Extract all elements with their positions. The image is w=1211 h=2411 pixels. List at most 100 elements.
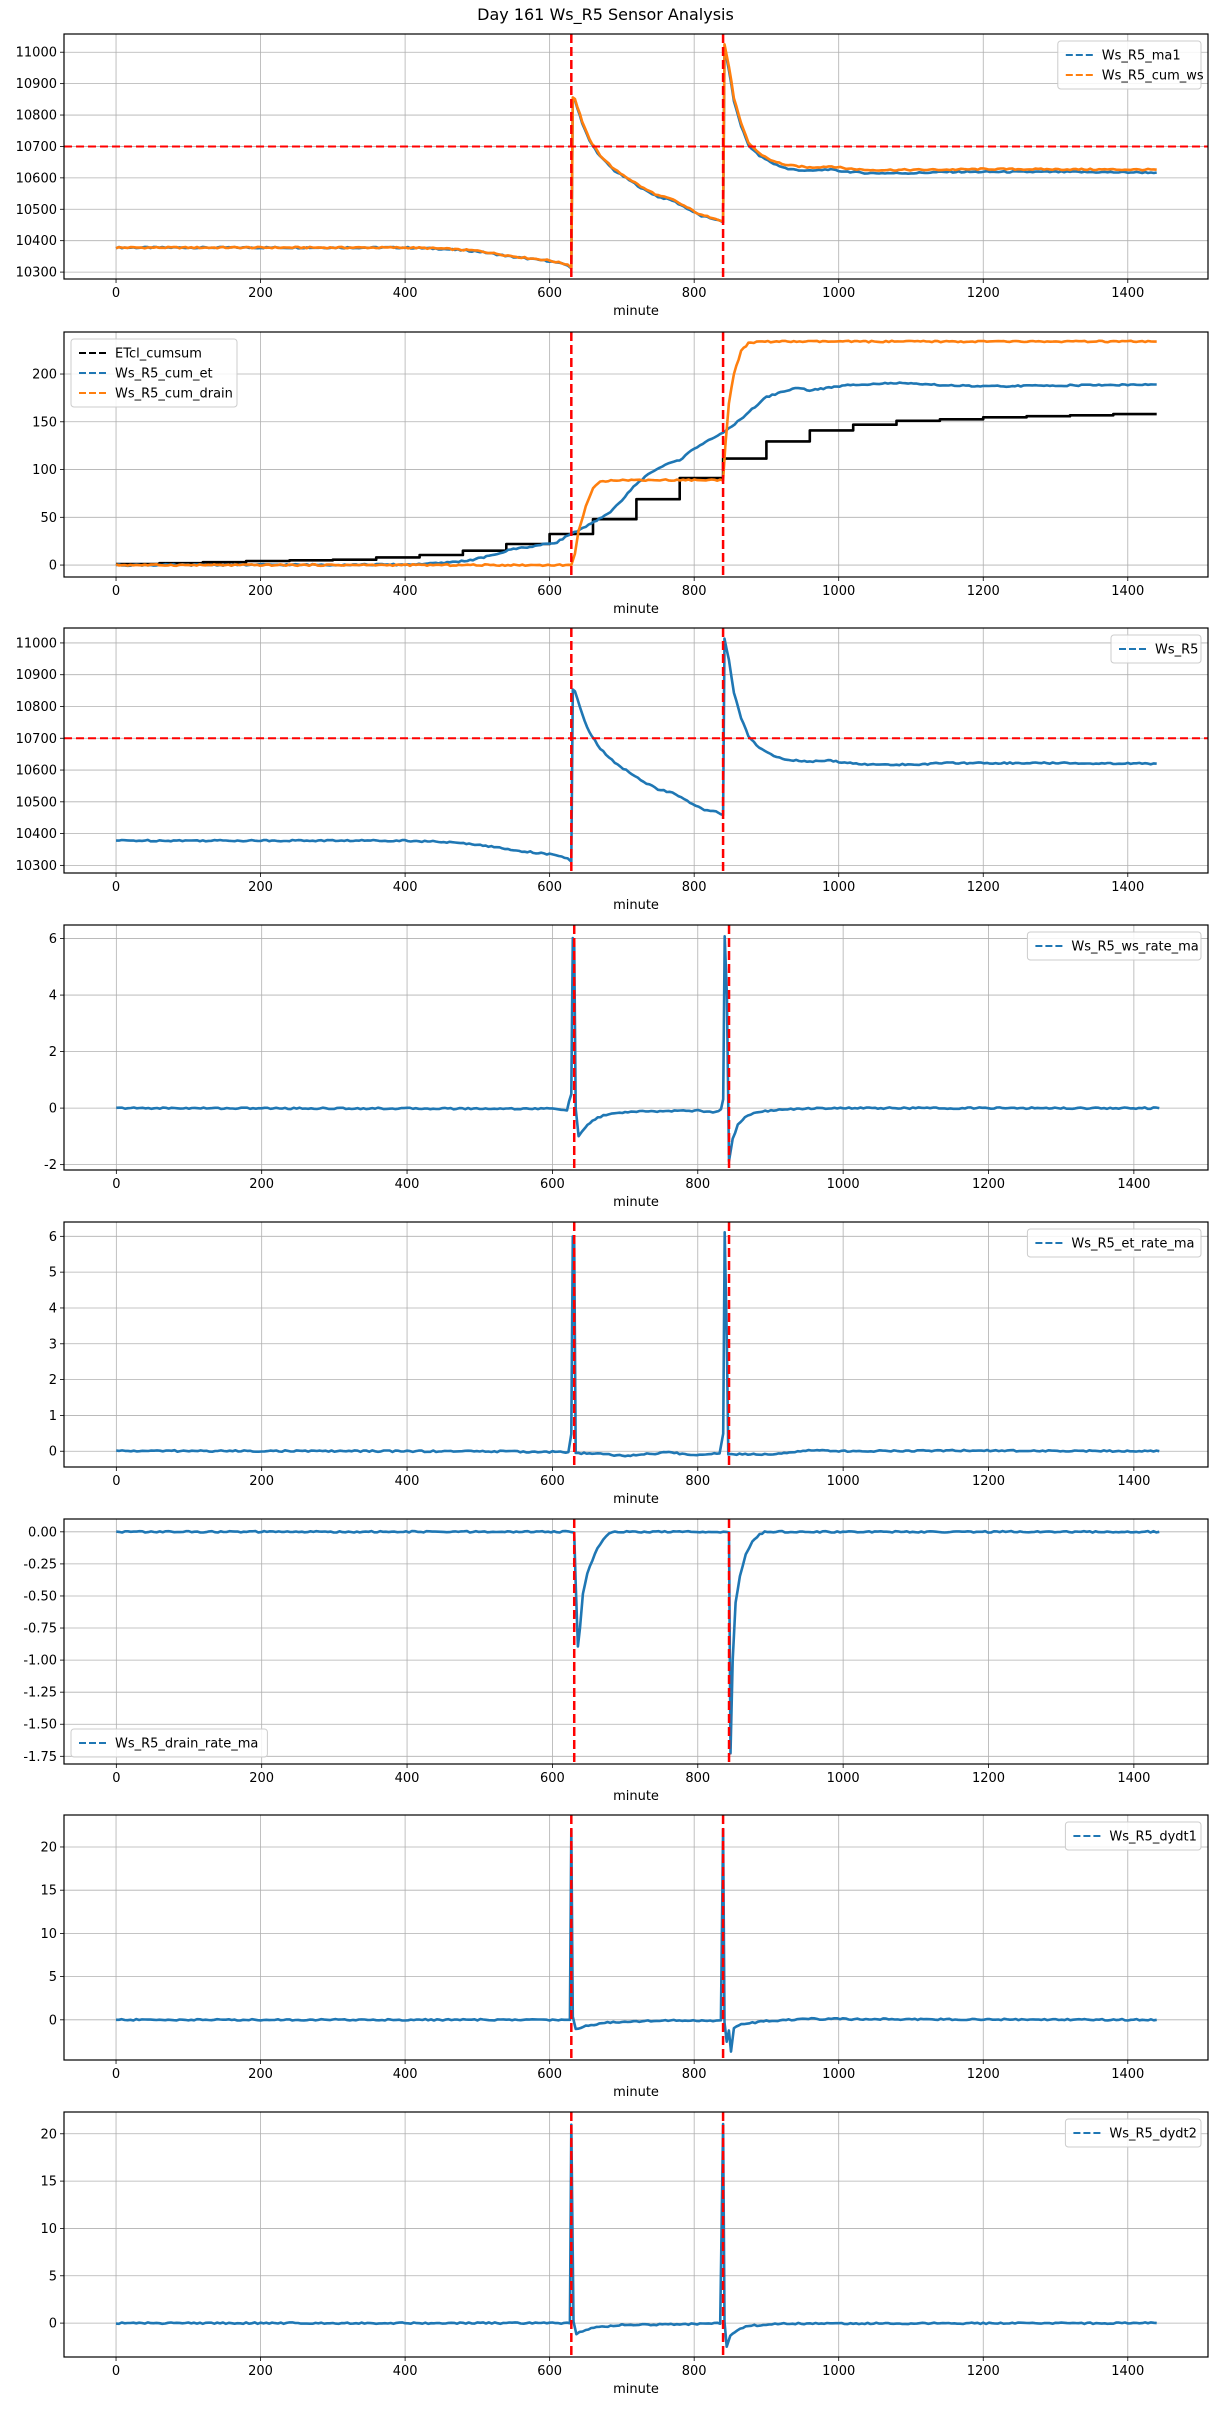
x-tick-label: 0 — [112, 880, 120, 895]
x-tick-label: 0 — [112, 584, 120, 599]
x-axis-label: minute — [613, 1492, 659, 1507]
y-tick-label: -0.50 — [23, 1589, 57, 1604]
series-line-ws-r5-dydt2 — [115, 2122, 1157, 2348]
y-tick-label: 10900 — [16, 77, 57, 92]
x-axis-label: minute — [613, 304, 659, 319]
x-tick-label: 200 — [249, 1177, 274, 1192]
x-axis-label: minute — [613, 1195, 659, 1210]
y-tick-label: 1 — [49, 1409, 57, 1424]
legend-label: Ws_R5 — [1155, 643, 1198, 658]
x-tick-label: 1000 — [827, 1474, 860, 1489]
axes-frame — [63, 2111, 1209, 2358]
legend-label: Ws_R5_cum_ws — [1102, 69, 1204, 84]
x-tick-label: 600 — [540, 1771, 565, 1786]
x-tick-label: 1000 — [827, 1771, 860, 1786]
legend: Ws_R5_et_rate_ma — [1026, 1228, 1202, 1258]
y-tick-label: 15 — [40, 1884, 57, 1899]
x-tick-label: 1000 — [822, 286, 855, 301]
y-tick-label: -0.25 — [23, 1557, 57, 1572]
y-tick-label: -0.75 — [23, 1622, 57, 1637]
subplot-1: 0 200 400 600 800 1000 1200 1400 10300 10400 10500… — [16, 33, 1209, 319]
series-line-ws-r5-cum-drain — [115, 339, 1157, 568]
x-tick-label: 1200 — [967, 2364, 1000, 2379]
y-tick-label: 10700 — [16, 140, 57, 155]
subplot-6: 0 200 400 600 800 1000 1200 1400 -1.75 -1.50 -1.25… — [23, 1518, 1209, 1804]
x-tick-label: 600 — [537, 286, 562, 301]
x-tick-label: 400 — [395, 1474, 420, 1489]
x-tick-label: 1200 — [972, 1177, 1005, 1192]
x-tick-label: 1400 — [1117, 1177, 1150, 1192]
legend: Ws_R5_ws_rate_ma — [1026, 931, 1202, 961]
x-tick-label: 200 — [248, 880, 273, 895]
y-tick-label: 10500 — [16, 203, 57, 218]
x-tick-label: 1400 — [1111, 286, 1144, 301]
legend-box — [1026, 931, 1202, 961]
x-tick-label: 400 — [393, 584, 418, 599]
y-tick-label: 0 — [49, 1445, 57, 1460]
y-tick-label: 20 — [40, 2127, 57, 2142]
x-tick-label: 1200 — [972, 1474, 1005, 1489]
x-tick-label: 200 — [249, 1771, 274, 1786]
x-tick-label: 1000 — [822, 2364, 855, 2379]
x-tick-label: 600 — [537, 2364, 562, 2379]
axes-frame — [63, 1814, 1209, 2061]
x-tick-label: 1400 — [1117, 1771, 1150, 1786]
x-tick-label: 1400 — [1111, 2364, 1144, 2379]
legend: Ws_R5_ma1 Ws_R5_cum_ws — [1057, 40, 1204, 90]
y-tick-label: 4 — [49, 1301, 57, 1316]
y-tick-label: 150 — [32, 415, 57, 430]
y-tick-label: 15 — [40, 2175, 57, 2190]
legend-label: Ws_R5_et_rate_ma — [1071, 1237, 1194, 1252]
x-tick-label: 800 — [682, 286, 707, 301]
legend-box — [1064, 1821, 1202, 1851]
x-tick-label: 600 — [540, 1474, 565, 1489]
y-tick-label: 2 — [49, 1045, 57, 1060]
x-axis-label: minute — [613, 1789, 659, 1804]
series-line-ws-r5-cum-et — [115, 381, 1157, 568]
y-tick-label: -1.50 — [23, 1718, 57, 1733]
legend-box — [70, 1728, 268, 1758]
series-line-ws-r5-dydt1 — [116, 1827, 1157, 2053]
x-axis-label: minute — [613, 2382, 659, 2397]
series-line-ws-r5-ma1 — [115, 48, 1157, 270]
x-tick-label: 1400 — [1117, 1474, 1150, 1489]
legend-label: Ws_R5_drain_rate_ma — [115, 1737, 258, 1752]
legend-box — [1057, 40, 1202, 90]
y-tick-label: 5 — [49, 1266, 57, 1281]
legend-label: Ws_R5_cum_drain — [115, 387, 233, 402]
x-tick-label: 400 — [393, 2364, 418, 2379]
x-tick-label: 800 — [685, 1771, 710, 1786]
subplot-3: 0 200 400 600 800 1000 1200 1400 10300 10400 10500… — [16, 627, 1209, 913]
y-tick-label: 200 — [32, 368, 57, 383]
x-tick-label: 1400 — [1111, 2067, 1144, 2082]
y-tick-label: 2 — [49, 1373, 57, 1388]
y-tick-label: 10400 — [16, 827, 57, 842]
legend-box — [70, 338, 238, 408]
x-axis-label: minute — [613, 898, 659, 913]
y-tick-label: 10700 — [16, 732, 57, 747]
axes-frame — [63, 331, 1209, 578]
x-tick-label: 1000 — [822, 584, 855, 599]
legend-label: Ws_R5_ma1 — [1102, 49, 1181, 64]
y-tick-label: 10400 — [16, 234, 57, 249]
y-tick-label: 4 — [49, 989, 57, 1004]
x-tick-label: 800 — [682, 880, 707, 895]
y-tick-label: 5 — [49, 2269, 57, 2284]
y-tick-label: 3 — [49, 1337, 57, 1352]
subplot-5: 0 200 400 600 800 1000 1200 1400 0 1 2 3 4 5 6 minute Ws… — [49, 1221, 1209, 1507]
y-tick-label: 10 — [40, 1927, 57, 1942]
x-tick-label: 1200 — [967, 2067, 1000, 2082]
axes-frame — [63, 924, 1209, 1171]
legend-label: Ws_R5_dydt2 — [1109, 2127, 1197, 2142]
x-tick-label: 600 — [537, 2067, 562, 2082]
y-tick-label: 0 — [49, 2317, 57, 2332]
x-tick-label: 1000 — [827, 1177, 860, 1192]
x-tick-label: 200 — [248, 286, 273, 301]
y-tick-label: 10800 — [16, 109, 57, 124]
y-tick-label: -1.25 — [23, 1686, 57, 1701]
x-tick-label: 400 — [395, 1771, 420, 1786]
x-tick-label: 0 — [112, 286, 120, 301]
y-tick-label: 10 — [40, 2222, 57, 2237]
x-tick-label: 1200 — [967, 286, 1000, 301]
